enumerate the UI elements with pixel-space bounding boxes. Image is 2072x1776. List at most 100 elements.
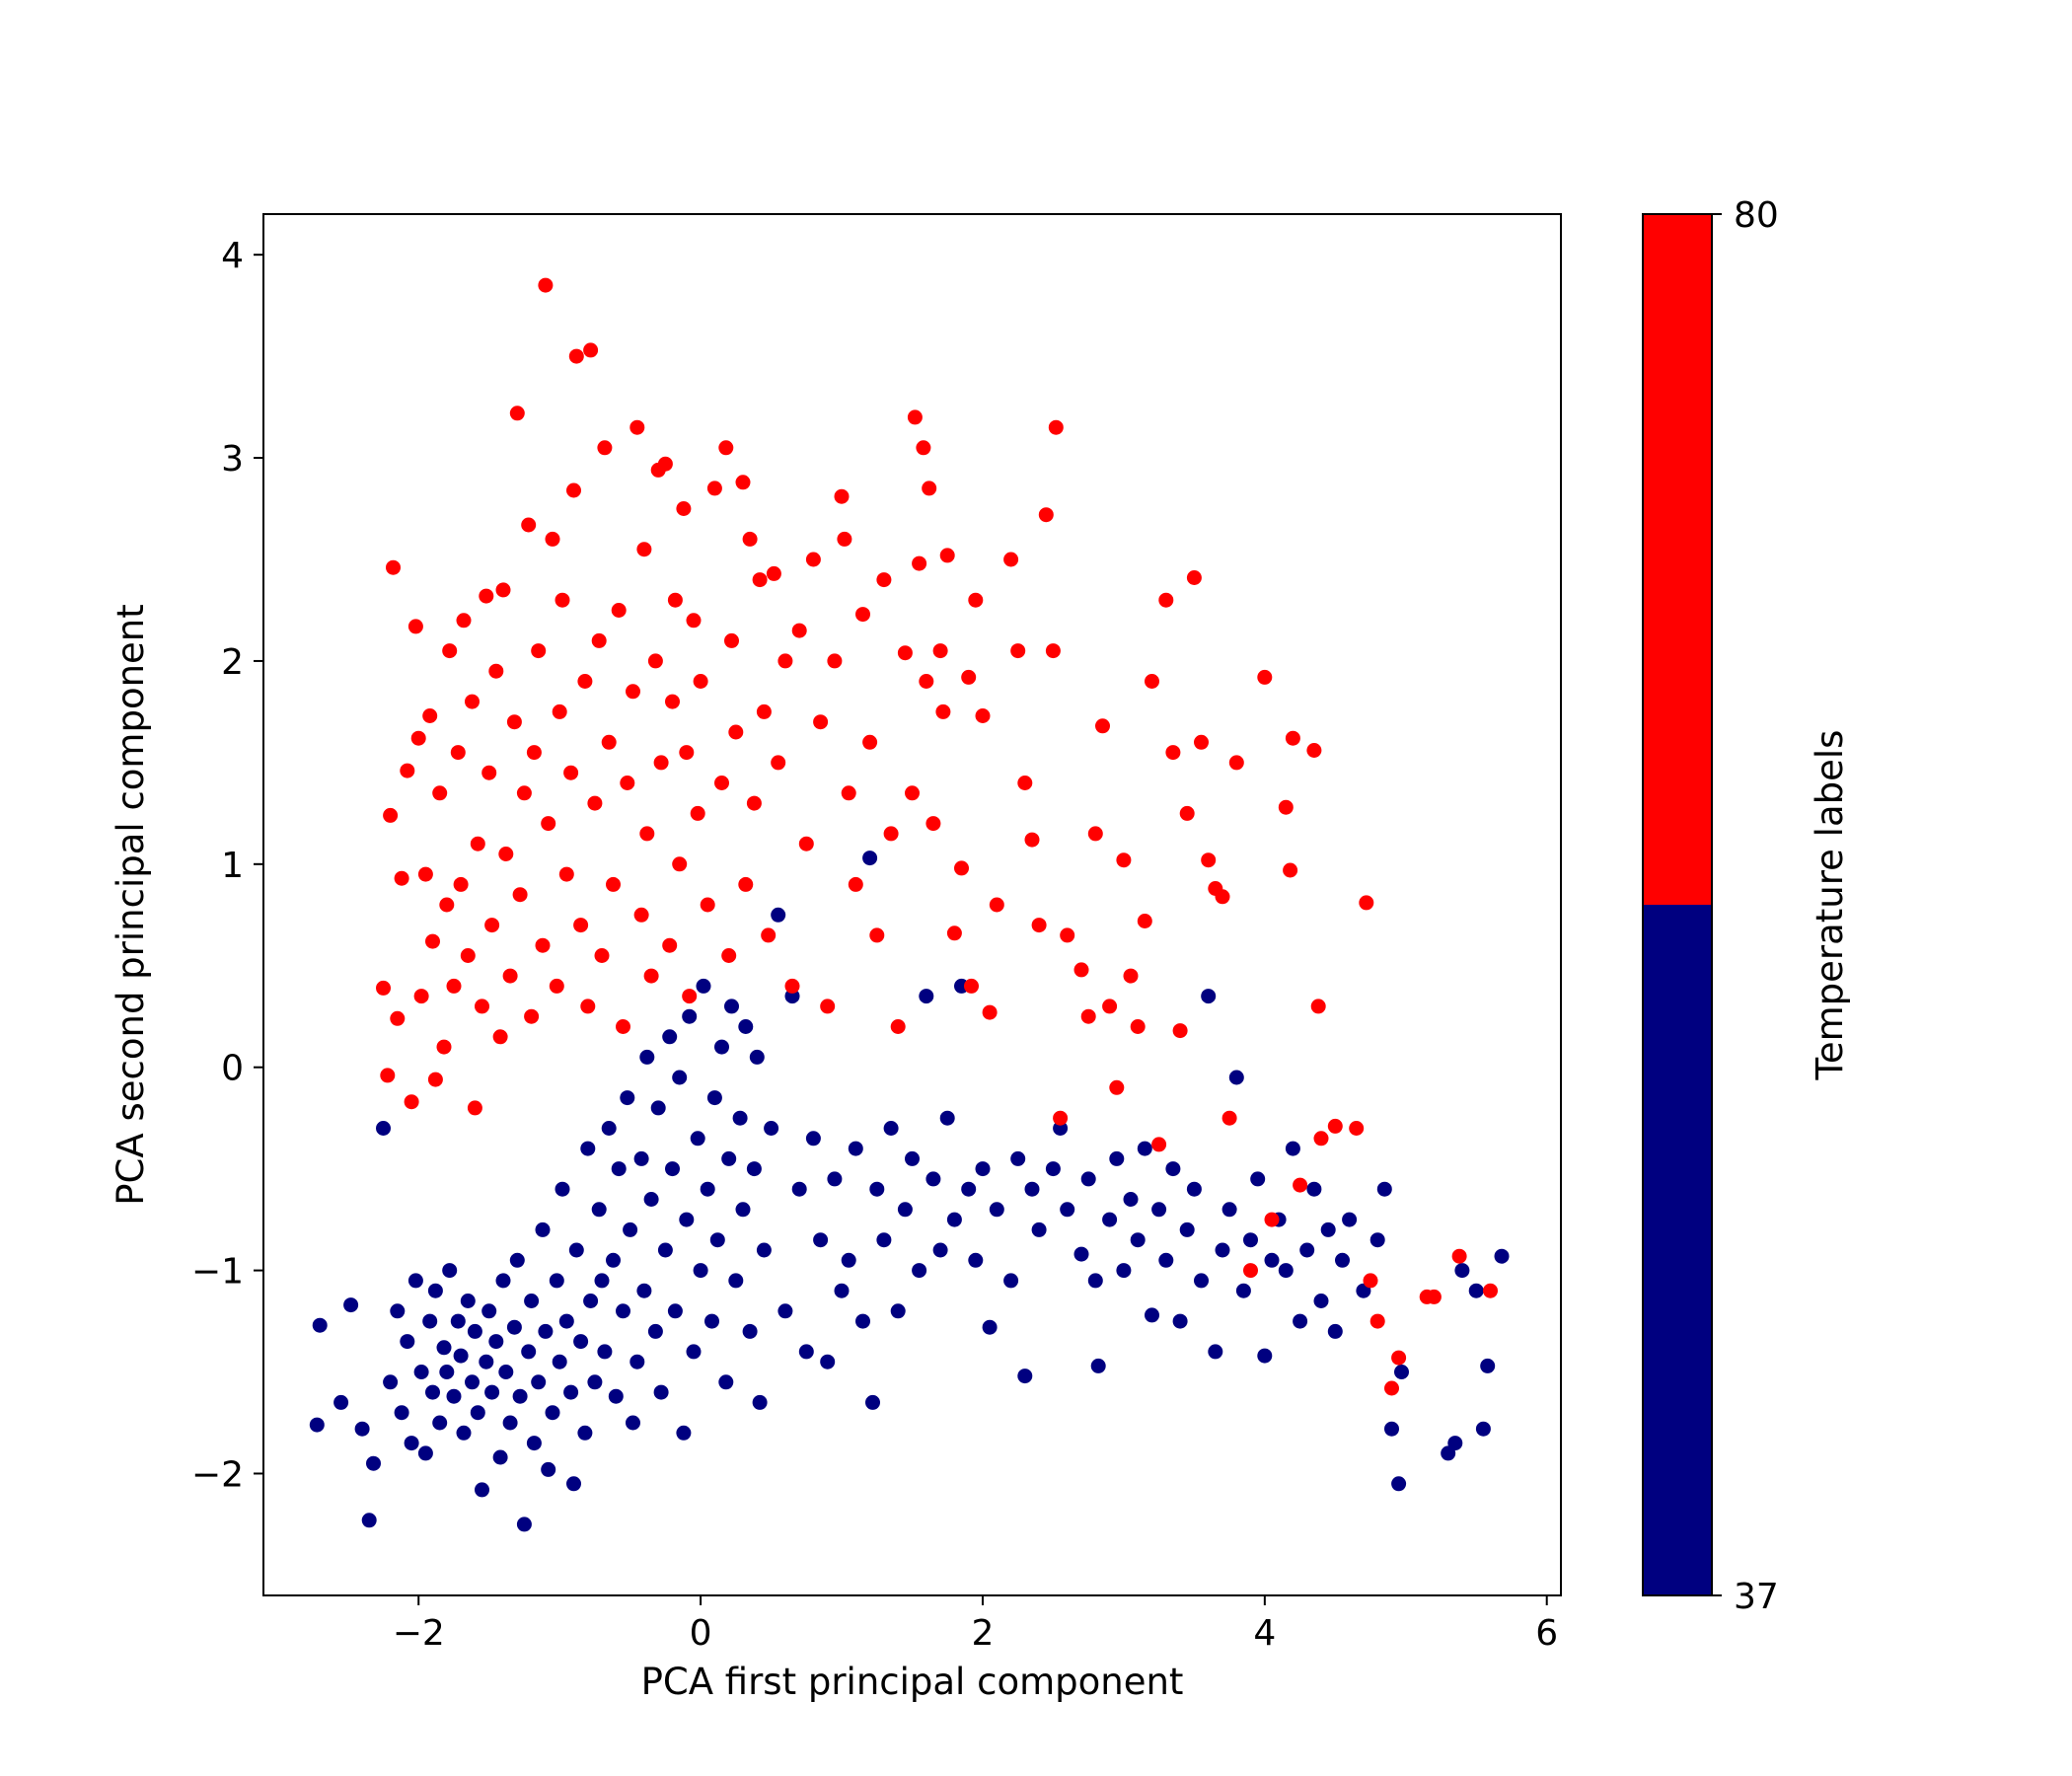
data-point-37 xyxy=(932,1242,948,1258)
data-point-37 xyxy=(555,1181,570,1197)
data-point-80 xyxy=(531,643,547,659)
data-point-37 xyxy=(1342,1212,1358,1227)
data-point-37 xyxy=(1060,1202,1075,1218)
data-point-80 xyxy=(653,755,669,771)
data-point-37 xyxy=(629,1354,645,1369)
data-point-80 xyxy=(1151,1137,1167,1152)
data-point-37 xyxy=(1080,1171,1096,1187)
data-point-37 xyxy=(1201,989,1217,1004)
data-point-37 xyxy=(390,1303,406,1319)
data-point-80 xyxy=(552,703,567,719)
data-point-37 xyxy=(456,1425,472,1441)
y-tick-label: 4 xyxy=(221,236,244,276)
data-point-80 xyxy=(566,482,581,498)
data-point-37 xyxy=(682,1008,698,1024)
data-point-37 xyxy=(639,1049,655,1065)
data-point-37 xyxy=(834,1283,850,1298)
data-point-37 xyxy=(608,1388,624,1404)
data-point-80 xyxy=(946,925,962,941)
data-point-37 xyxy=(626,1415,640,1431)
data-point-80 xyxy=(752,572,768,588)
data-point-80 xyxy=(905,785,920,801)
data-point-80 xyxy=(1257,669,1273,685)
data-point-80 xyxy=(662,937,678,953)
data-point-37 xyxy=(1468,1283,1484,1298)
data-point-37 xyxy=(1335,1252,1350,1268)
data-point-80 xyxy=(706,481,722,496)
data-point-37 xyxy=(531,1374,547,1390)
data-point-37 xyxy=(366,1455,381,1471)
data-point-37 xyxy=(633,1150,649,1166)
data-point-37 xyxy=(1123,1192,1139,1207)
data-point-37 xyxy=(1145,1307,1159,1323)
data-point-37 xyxy=(470,1405,485,1421)
data-point-37 xyxy=(1243,1232,1258,1248)
data-point-37 xyxy=(446,1388,462,1404)
data-point-37 xyxy=(890,1303,906,1319)
data-point-37 xyxy=(541,1461,556,1477)
data-point-37 xyxy=(700,1181,715,1197)
data-point-80 xyxy=(626,684,640,700)
data-point-80 xyxy=(597,440,613,456)
data-point-37 xyxy=(1327,1323,1343,1339)
data-point-37 xyxy=(1394,1365,1409,1379)
data-point-37 xyxy=(521,1344,537,1360)
data-point-80 xyxy=(481,765,497,780)
data-point-37 xyxy=(545,1405,560,1421)
data-point-37 xyxy=(488,1334,504,1350)
colorbar-title: Temperature labels xyxy=(1809,730,1851,1081)
data-point-37 xyxy=(465,1374,480,1390)
data-point-37 xyxy=(1116,1263,1132,1279)
data-point-37 xyxy=(1031,1221,1047,1237)
colorbar-frame xyxy=(1642,213,1713,1596)
data-point-80 xyxy=(1102,999,1118,1014)
data-point-80 xyxy=(1384,1380,1399,1396)
data-point-37 xyxy=(1228,1070,1244,1085)
data-point-80 xyxy=(577,674,593,689)
data-point-80 xyxy=(714,776,729,790)
data-point-37 xyxy=(577,1425,593,1441)
data-point-80 xyxy=(410,730,426,746)
data-point-37 xyxy=(568,1242,584,1258)
data-point-80 xyxy=(516,785,532,801)
data-point-37 xyxy=(679,1212,695,1227)
data-point-80 xyxy=(436,1039,452,1055)
data-point-37 xyxy=(1278,1263,1294,1279)
data-point-80 xyxy=(919,674,934,689)
data-point-37 xyxy=(475,1482,489,1498)
data-point-80 xyxy=(545,531,560,547)
data-point-80 xyxy=(450,745,466,761)
data-point-37 xyxy=(1221,1202,1237,1218)
data-point-80 xyxy=(1010,643,1026,659)
data-point-37 xyxy=(798,1344,814,1360)
data-point-37 xyxy=(460,1294,476,1308)
data-point-80 xyxy=(925,816,941,832)
data-point-37 xyxy=(1391,1476,1407,1492)
data-point-37 xyxy=(1186,1181,1202,1197)
data-point-37 xyxy=(432,1415,448,1431)
data-point-37 xyxy=(653,1384,669,1400)
data-point-80 xyxy=(862,734,878,750)
points-layer xyxy=(309,277,1510,1532)
data-point-80 xyxy=(761,927,777,943)
data-point-80 xyxy=(721,948,737,963)
data-point-80 xyxy=(1228,755,1244,771)
colorbar-min-label: 37 xyxy=(1734,1577,1779,1617)
data-point-80 xyxy=(538,277,554,293)
data-point-80 xyxy=(784,978,800,994)
data-point-80 xyxy=(380,1068,396,1083)
data-point-37 xyxy=(1264,1252,1280,1268)
data-point-37 xyxy=(709,1232,725,1248)
data-point-37 xyxy=(467,1323,482,1339)
data-point-80 xyxy=(639,826,655,842)
data-point-80 xyxy=(855,607,870,623)
data-point-80 xyxy=(611,603,627,618)
data-point-37 xyxy=(1494,1248,1510,1264)
data-point-80 xyxy=(686,613,702,629)
data-point-37 xyxy=(413,1365,429,1379)
plot-frame xyxy=(262,213,1562,1596)
data-point-37 xyxy=(746,1161,762,1177)
data-point-80 xyxy=(1349,1121,1365,1136)
data-point-37 xyxy=(989,1202,1004,1218)
data-point-37 xyxy=(925,1171,941,1187)
